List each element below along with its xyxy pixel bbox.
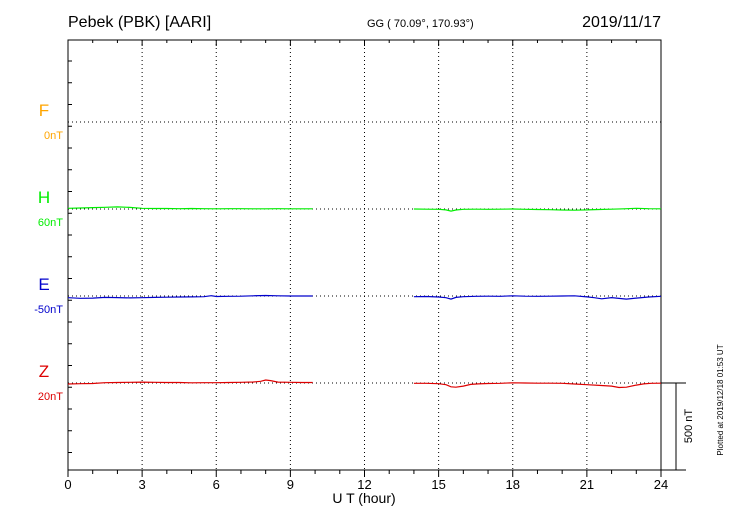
x-tick-label: 9	[287, 477, 294, 492]
trace-h-segment-2	[413, 207, 662, 212]
x-tick-label: 6	[213, 477, 220, 492]
series-label-z: Z	[39, 362, 49, 381]
series-offset-e: -50nT	[34, 304, 63, 316]
series-traces	[67, 206, 662, 389]
x-tick-label: 21	[580, 477, 594, 492]
trace-e-segment-2	[413, 295, 662, 300]
trace-z-segment-1	[67, 379, 313, 385]
chart-date: 2019/11/17	[582, 14, 661, 31]
series-label-e: E	[38, 275, 49, 294]
x-axis-ticks: 0 3 6 9 12 15 18 21 24	[64, 40, 668, 492]
x-tick-label: 3	[139, 477, 146, 492]
series-labels: F 0nT H 60nT E -50nT Z 20nT	[34, 101, 63, 403]
baseline-lines	[68, 121, 661, 384]
scale-bar: 500 nT	[661, 382, 695, 471]
plotted-timestamp: Plotted at 2019/12/18 01:53 UT	[716, 344, 725, 455]
x-tick-label: 18	[506, 477, 520, 492]
trace-h-segment-1	[67, 206, 313, 210]
x-tick-label: 15	[431, 477, 445, 492]
series-offset-f: 0nT	[44, 130, 63, 142]
trace-e-segment-1	[67, 294, 313, 299]
grid-lines	[141, 40, 588, 470]
x-tick-label: 12	[357, 477, 371, 492]
series-label-h: H	[38, 188, 50, 207]
series-label-f: F	[39, 101, 49, 120]
trace-z-segment-2	[413, 382, 662, 389]
station-coordinates: GG ( 70.09°, 170.93°)	[367, 18, 474, 30]
scale-bar-label: 500 nT	[683, 409, 695, 444]
series-offset-h: 60nT	[38, 217, 63, 229]
x-axis-label: U T (hour)	[332, 490, 395, 506]
x-tick-label: 0	[64, 477, 71, 492]
station-title: Pebek (PBK) [AARI]	[68, 14, 211, 31]
series-offset-z: 20nT	[38, 391, 63, 403]
x-tick-label: 24	[654, 477, 668, 492]
